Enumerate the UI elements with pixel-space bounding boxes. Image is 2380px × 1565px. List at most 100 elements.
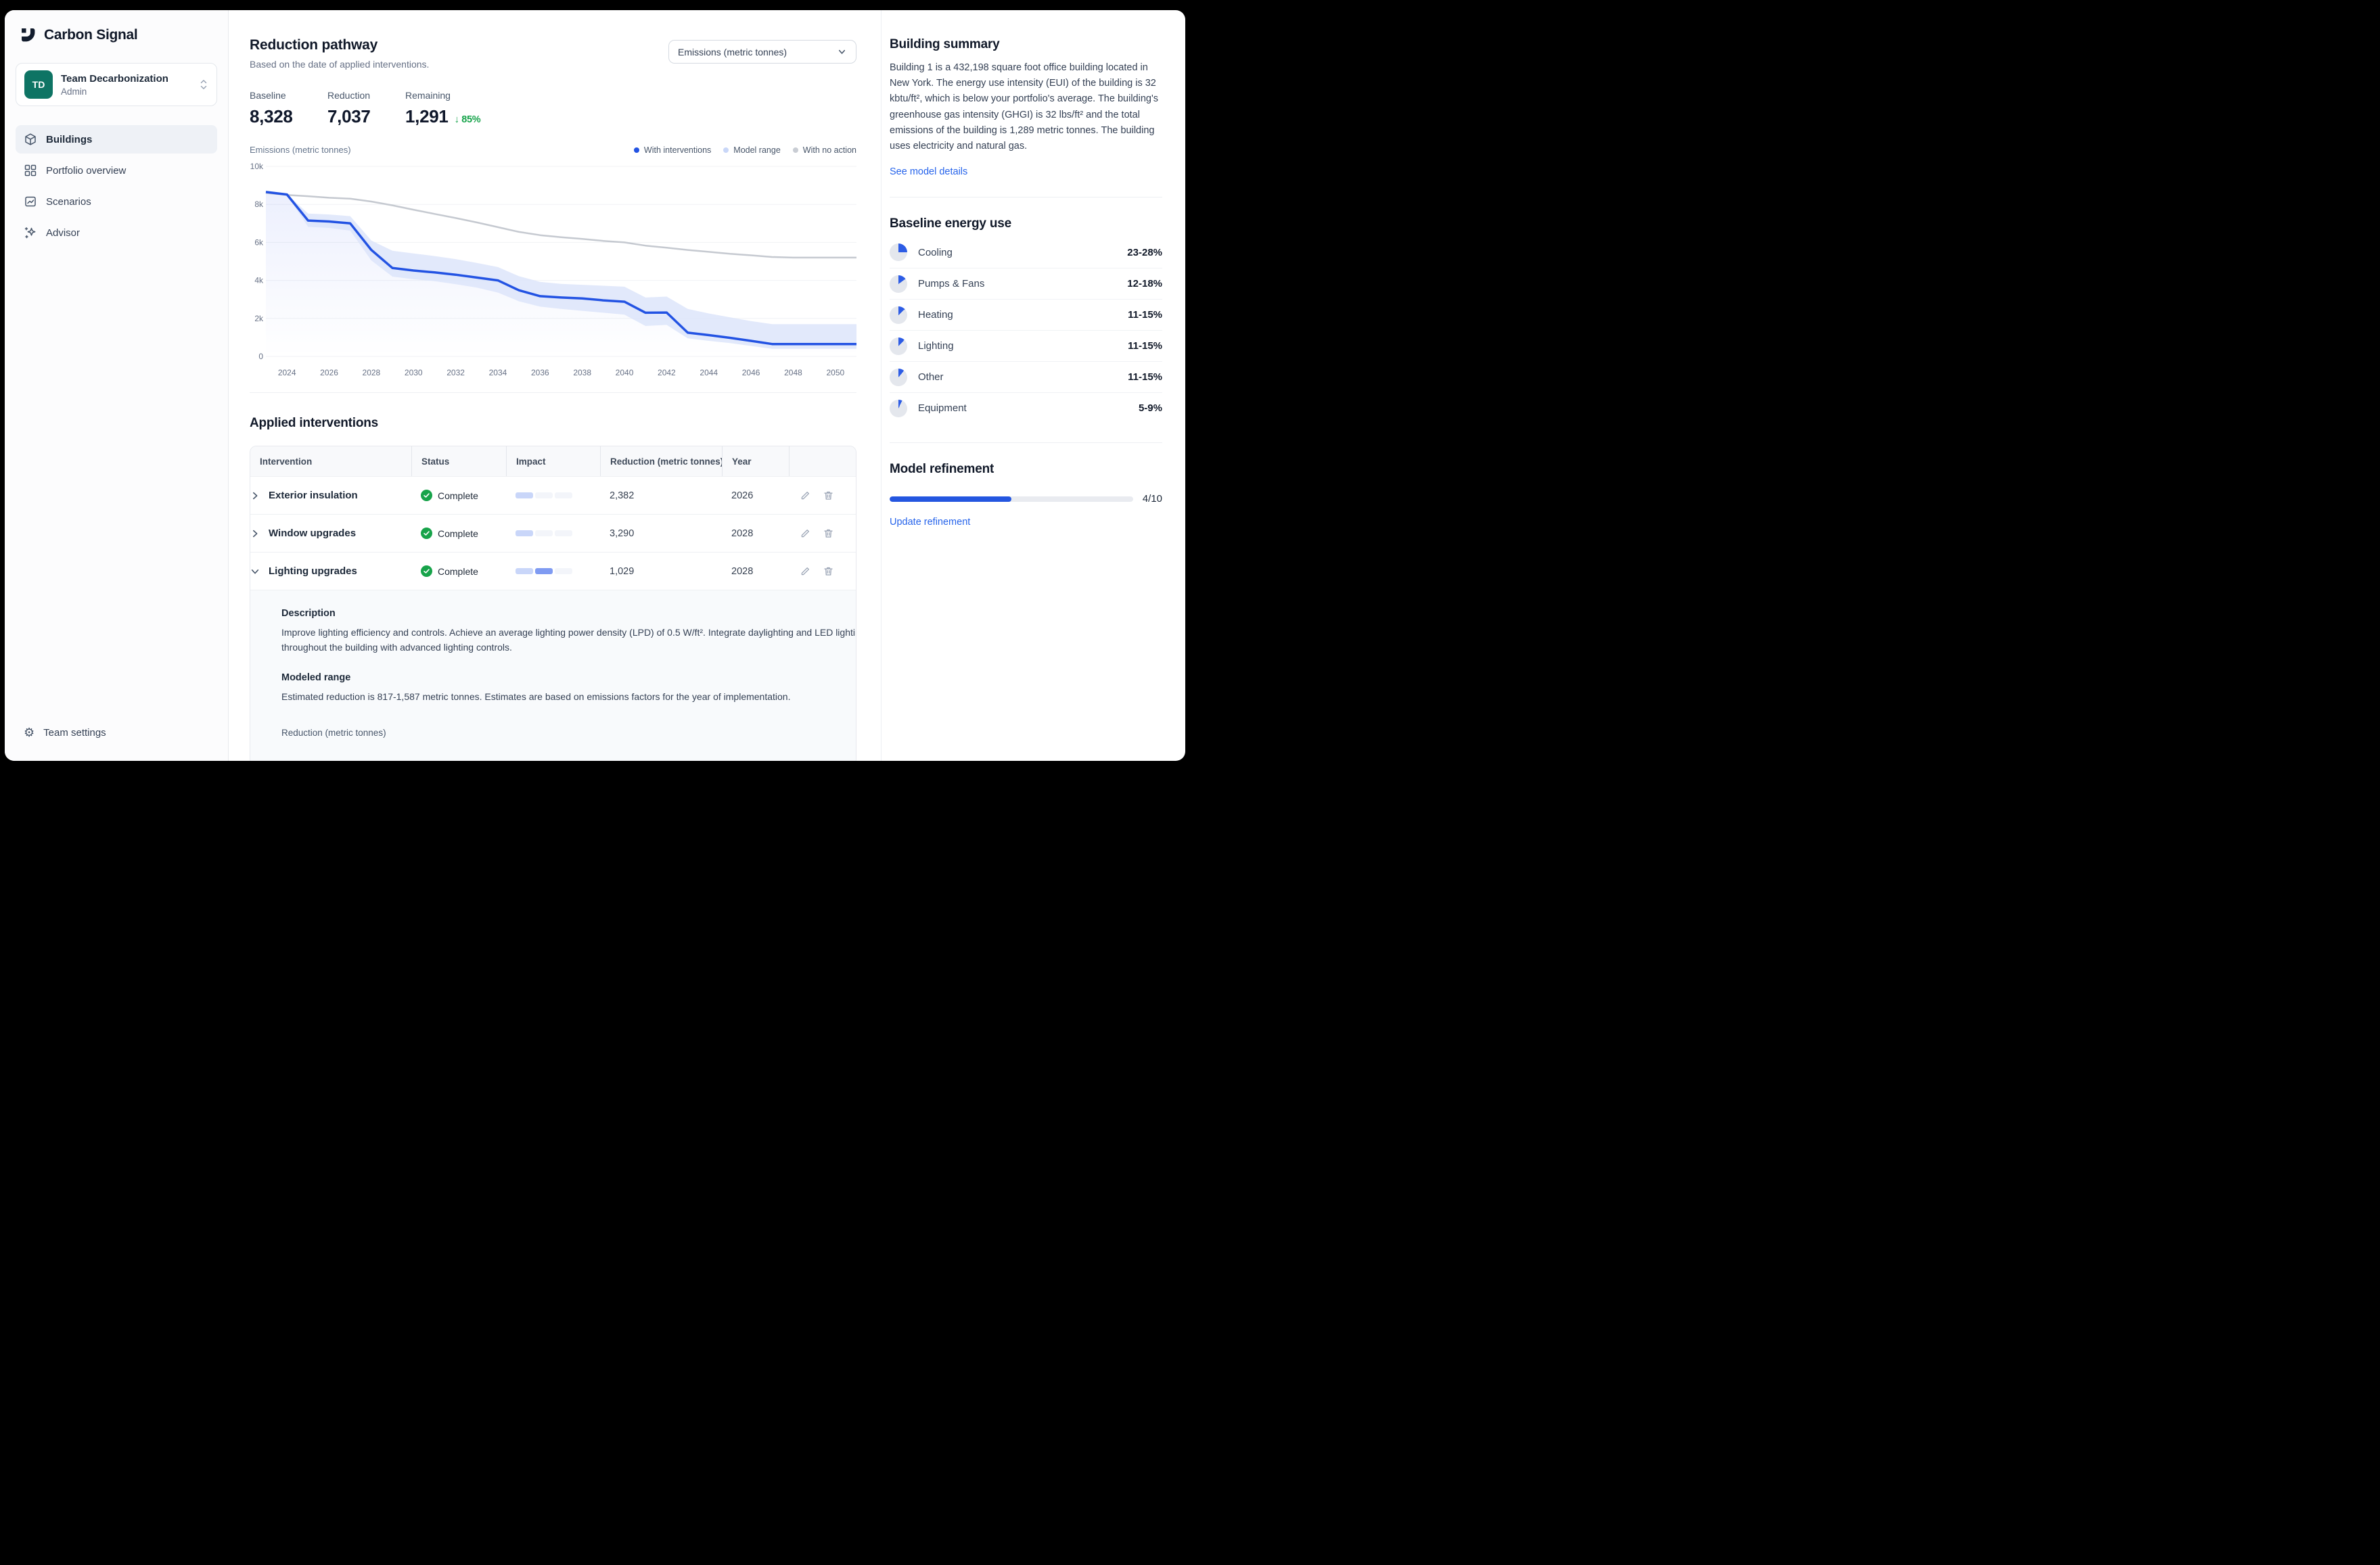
energy-label: Cooling	[918, 246, 953, 258]
carbon-signal-logo-icon	[20, 26, 37, 44]
interventions-table: Intervention Status Impact Reduction (metri…	[250, 446, 856, 761]
pie-icon	[890, 306, 907, 324]
year-cell: 2026	[731, 490, 754, 501]
table-row[interactable]: Lighting upgrades Complete 1,029 2028	[250, 552, 856, 590]
stat-reduction: Reduction 7,037	[327, 90, 405, 127]
x-tick-label: 2038	[573, 368, 591, 377]
sidebar-item-label: Portfolio overview	[46, 164, 127, 177]
x-tick-label: 2026	[320, 368, 338, 377]
impact-meter	[516, 530, 572, 536]
unit-select[interactable]: Emissions (metric tonnes)	[668, 40, 856, 64]
delete-icon[interactable]	[823, 528, 834, 539]
stat-value: 1,291 ↓ 85%	[405, 106, 483, 127]
sidebar-item-scenarios[interactable]: Scenarios	[16, 187, 217, 216]
pie-icon	[890, 275, 907, 293]
sidebar-item-portfolio-overview[interactable]: Portfolio overview	[16, 156, 217, 185]
sidebar-item-team-settings[interactable]: ⚙ Team settings	[16, 719, 114, 746]
impact-meter	[516, 568, 572, 574]
impact-cell	[506, 477, 600, 514]
status-label: Complete	[438, 528, 478, 539]
update-refinement-link[interactable]: Update refinement	[890, 517, 971, 528]
see-model-details-link[interactable]: See model details	[890, 166, 968, 178]
chart-y-axis-label: Emissions (metric tonnes)	[250, 145, 351, 155]
energy-row-pumps-fans: Pumps & Fans 12-18%	[890, 268, 1162, 299]
team-switcher[interactable]: TD Team Decarbonization Admin	[16, 63, 217, 106]
legend-label: With no action	[802, 145, 856, 155]
sidebar-item-advisor[interactable]: Advisor	[16, 218, 217, 247]
chevron-down-icon[interactable]	[250, 567, 260, 576]
chevron-right-icon[interactable]	[250, 491, 260, 500]
edit-icon[interactable]	[800, 565, 811, 577]
y-tick-label: 8k	[254, 200, 264, 209]
x-tick-label: 2046	[742, 368, 760, 377]
reduction-cell: 2,382	[610, 490, 635, 501]
building-summary-text: Building 1 is a 432,198 square foot offi…	[890, 62, 1158, 151]
energy-value: 23-28%	[1127, 246, 1162, 258]
team-role: Admin	[61, 86, 87, 97]
table-row[interactable]: Window upgrades Complete 3,290 2028	[250, 514, 856, 552]
impact-segment	[535, 492, 553, 498]
intervention-name-cell: Lighting upgrades	[250, 565, 411, 577]
pie-icon	[890, 243, 907, 262]
year-cell: 2028	[731, 565, 754, 577]
team-settings-label: Team settings	[43, 726, 106, 739]
x-tick-label: 2048	[784, 368, 802, 377]
x-tick-label: 2024	[278, 368, 296, 377]
modeled-range-heading: Modeled range	[281, 672, 351, 684]
impact-segment	[555, 568, 572, 574]
energy-row-lighting: Lighting 11-15%	[890, 330, 1162, 361]
page-subtitle: Based on the date of applied interventio…	[250, 59, 430, 70]
x-tick-label: 2040	[616, 368, 634, 377]
energy-value: 11-15%	[1128, 371, 1162, 383]
column-header: Intervention	[260, 456, 313, 467]
column-header	[789, 446, 856, 476]
model-refinement-heading: Model refinement	[890, 462, 994, 477]
applied-interventions-heading: Applied interventions	[250, 416, 379, 430]
pathway-stats: Baseline 8,328 Reduction 7,037 Remaining 1,29…	[250, 90, 856, 127]
legend-label: With interventions	[643, 145, 712, 155]
status-cell: Complete	[411, 515, 506, 552]
chevron-up-down-icon	[199, 78, 208, 91]
legend-dot	[723, 147, 729, 153]
stat-baseline: Baseline 8,328	[250, 90, 327, 127]
edit-icon[interactable]	[800, 528, 811, 539]
status-label: Complete	[438, 565, 478, 577]
chevron-down-icon	[837, 47, 847, 57]
year-cell: 2028	[731, 528, 754, 539]
with-interventions-line	[265, 191, 856, 346]
delete-icon[interactable]	[823, 490, 834, 501]
energy-value: 11-15%	[1128, 340, 1162, 352]
table-row[interactable]: Exterior insulation Complete 2,382 2026	[250, 476, 856, 514]
app-window: Carbon Signal TD Team Decarbonization Ad…	[5, 10, 1185, 761]
reduction-cell: 1,029	[610, 565, 635, 577]
with-interventions-area	[266, 191, 856, 356]
model-range-band	[266, 191, 856, 349]
chevron-right-icon[interactable]	[250, 529, 260, 538]
legend-dot	[633, 147, 639, 153]
intervention-name: Lighting upgrades	[269, 565, 357, 577]
impact-cell	[506, 553, 600, 590]
with-no-action-line	[265, 192, 856, 259]
x-tick-label: 2034	[489, 368, 507, 377]
description-text: Improve lighting efficiency and controls…	[281, 627, 856, 653]
impact-segment	[535, 530, 553, 536]
row-actions	[789, 528, 856, 539]
x-tick-label: 2042	[658, 368, 676, 377]
logo: Carbon Signal	[16, 10, 217, 44]
right-panel: Building summary Building 1 is a 432,198…	[881, 10, 1185, 761]
stat-value: 8,328	[250, 106, 327, 127]
delete-icon[interactable]	[823, 565, 834, 577]
baseline-energy-heading: Baseline energy use	[890, 216, 1011, 231]
sidebar: Carbon Signal TD Team Decarbonization Ad…	[5, 10, 229, 761]
y-tick-label: 4k	[254, 276, 264, 285]
baseline-energy-list: Cooling 23-28% Pumps & Fans 12-18% Heating 11…	[890, 237, 1162, 423]
edit-icon[interactable]	[800, 490, 811, 501]
sidebar-item-label: Buildings	[46, 133, 93, 145]
sidebar-item-label: Scenarios	[46, 195, 91, 208]
sidebar-item-buildings[interactable]: Buildings	[16, 125, 217, 154]
energy-label: Pumps & Fans	[918, 278, 985, 290]
refinement-progress-label: 4/10	[1142, 493, 1162, 505]
emissions-chart-block: Emissions (metric tonnes) With intervent…	[250, 145, 856, 393]
stat-remaining: Remaining 1,291 ↓ 85%	[405, 90, 483, 127]
legend-label: Model range	[733, 145, 781, 155]
